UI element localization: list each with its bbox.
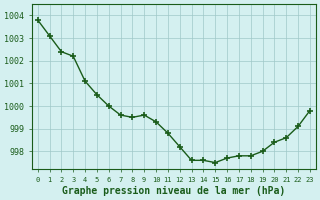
X-axis label: Graphe pression niveau de la mer (hPa): Graphe pression niveau de la mer (hPa): [62, 186, 285, 196]
